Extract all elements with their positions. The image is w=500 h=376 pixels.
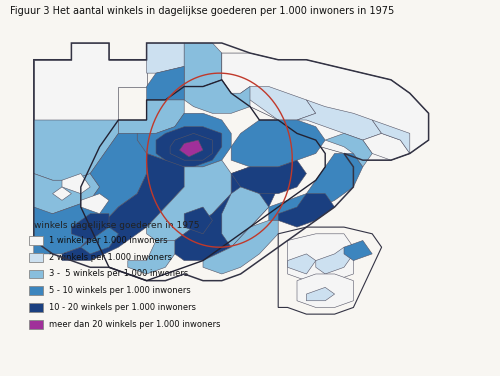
Polygon shape <box>62 174 90 194</box>
Polygon shape <box>146 160 231 241</box>
Bar <box>29 303 43 312</box>
Polygon shape <box>288 234 354 280</box>
Polygon shape <box>170 133 212 160</box>
Text: Figuur 3 Het aantal winkels in dagelijkse goederen per 1.000 inwoners in 1975: Figuur 3 Het aantal winkels in dagelijks… <box>10 6 394 16</box>
Bar <box>29 253 43 262</box>
Text: winkels dagelijkse goederen in 1975: winkels dagelijkse goederen in 1975 <box>34 221 200 230</box>
Polygon shape <box>156 127 222 167</box>
Text: meer dan 20 winkels per 1.000 inwoners: meer dan 20 winkels per 1.000 inwoners <box>49 320 220 329</box>
Polygon shape <box>34 43 146 120</box>
Text: 3 -  5 winkels per 1.000 inwoners: 3 - 5 winkels per 1.000 inwoners <box>49 270 188 279</box>
Polygon shape <box>297 100 382 140</box>
Polygon shape <box>34 133 146 254</box>
Polygon shape <box>372 120 410 153</box>
Bar <box>29 270 43 278</box>
Polygon shape <box>297 274 354 308</box>
Polygon shape <box>81 227 118 254</box>
Polygon shape <box>184 207 212 234</box>
Polygon shape <box>222 187 269 247</box>
Polygon shape <box>128 241 175 274</box>
Polygon shape <box>316 247 354 274</box>
Polygon shape <box>269 153 363 220</box>
Bar <box>29 320 43 329</box>
Polygon shape <box>118 100 184 133</box>
Polygon shape <box>52 187 72 200</box>
Polygon shape <box>184 80 250 113</box>
Polygon shape <box>34 174 100 214</box>
Text: 5 - 10 winkels per 1.000 inwoners: 5 - 10 winkels per 1.000 inwoners <box>49 286 191 295</box>
Polygon shape <box>222 53 428 160</box>
Polygon shape <box>184 43 222 86</box>
Polygon shape <box>203 220 278 274</box>
Polygon shape <box>363 133 410 160</box>
Polygon shape <box>231 120 325 167</box>
Bar <box>29 236 43 245</box>
Polygon shape <box>34 120 118 180</box>
Polygon shape <box>288 254 316 274</box>
Polygon shape <box>146 67 184 100</box>
Text: 10 - 20 winkels per 1.000 inwoners: 10 - 20 winkels per 1.000 inwoners <box>49 303 196 312</box>
Polygon shape <box>306 287 334 301</box>
Polygon shape <box>325 133 372 167</box>
Text: 1 winkel per 1.000 inwoners: 1 winkel per 1.000 inwoners <box>49 236 168 245</box>
Polygon shape <box>344 241 372 261</box>
Polygon shape <box>72 214 109 241</box>
Polygon shape <box>175 167 278 261</box>
Polygon shape <box>137 113 231 167</box>
Polygon shape <box>180 140 203 157</box>
Polygon shape <box>81 194 109 214</box>
Polygon shape <box>146 43 184 73</box>
Polygon shape <box>231 160 306 194</box>
Polygon shape <box>62 153 184 261</box>
Bar <box>29 287 43 295</box>
Polygon shape <box>278 194 334 227</box>
Polygon shape <box>240 86 316 120</box>
Text: 2 winkels per 1.000 inwoners: 2 winkels per 1.000 inwoners <box>49 253 172 262</box>
